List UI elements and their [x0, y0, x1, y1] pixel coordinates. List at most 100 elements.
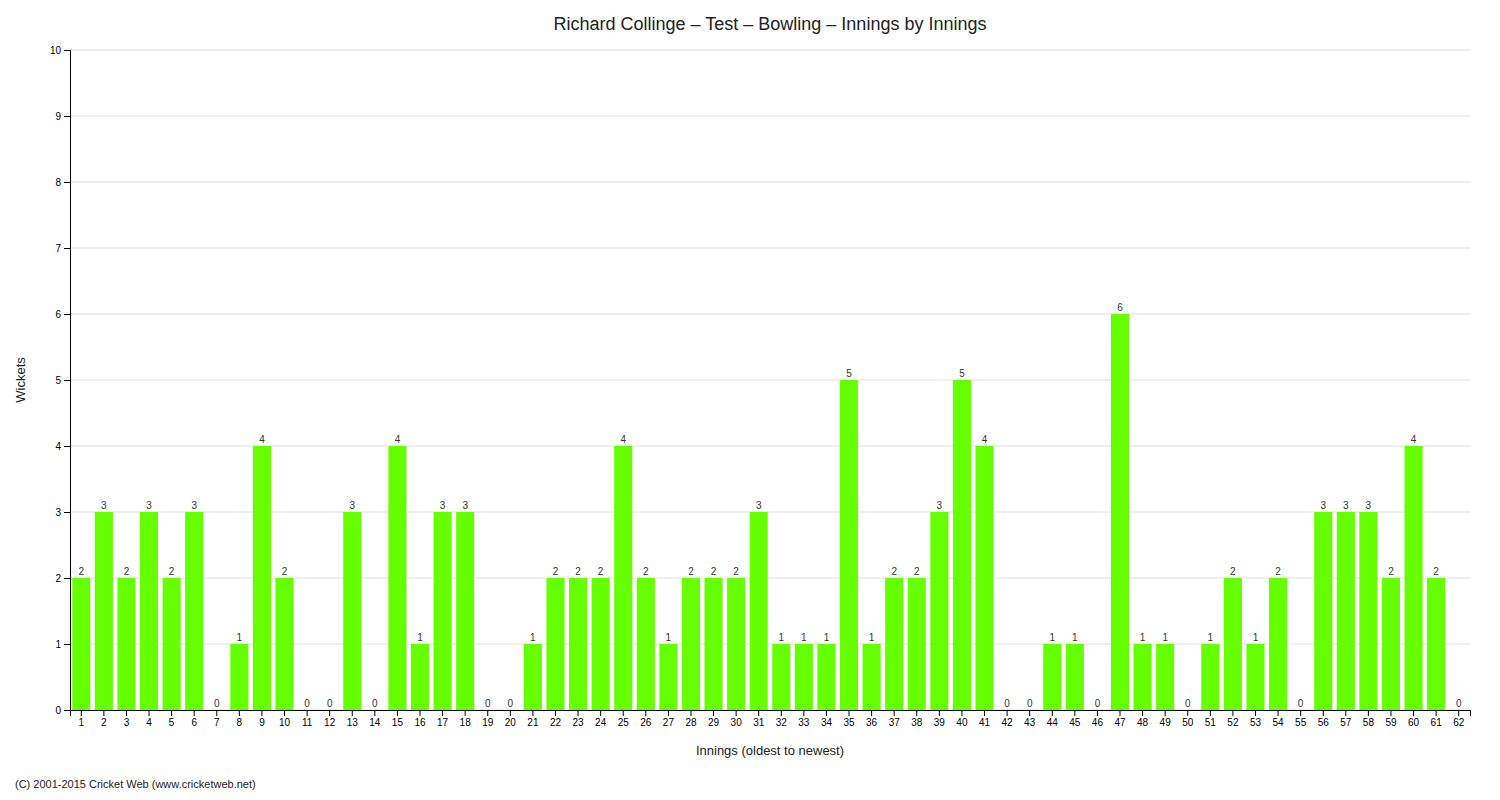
tick-label: 7	[214, 717, 220, 728]
tick: 33	[798, 710, 810, 728]
grid-line	[70, 314, 1470, 315]
tick-label: 33	[798, 717, 810, 728]
tick-label: 50	[1182, 717, 1194, 728]
tick-label: 32	[776, 717, 788, 728]
tick-mark	[1300, 710, 1301, 716]
data-label: 1	[237, 632, 243, 643]
bar	[1088, 710, 1106, 711]
tick: 57	[1340, 710, 1352, 728]
tick: 42	[1002, 710, 1014, 728]
tick-mark	[126, 710, 127, 716]
data-label: 2	[553, 566, 559, 577]
bar	[208, 710, 226, 711]
tick: 8	[55, 177, 70, 188]
tick-mark	[1210, 710, 1211, 716]
tick: 40	[956, 710, 968, 728]
tick-label: 43	[1024, 717, 1036, 728]
tick: 24	[595, 710, 607, 728]
data-label: 0	[1095, 698, 1101, 709]
tick-mark	[442, 710, 443, 716]
tick: 59	[1385, 710, 1397, 728]
title: Richard Collinge – Test – Bowling – Inni…	[554, 14, 987, 34]
plot: 2323230142003041330012224212223111512235…	[50, 45, 1471, 728]
bar	[1427, 578, 1445, 710]
tick: 44	[1047, 710, 1059, 728]
tick-mark	[736, 710, 737, 716]
tick-mark	[307, 710, 308, 716]
data-label: 2	[1230, 566, 1236, 577]
tick-mark	[64, 446, 70, 447]
tick: 21	[527, 710, 539, 728]
tick-label: 40	[956, 717, 968, 728]
data-label: 1	[666, 632, 672, 643]
grid-line	[70, 380, 1470, 381]
data-label: 2	[1433, 566, 1439, 577]
tick-mark	[216, 710, 217, 716]
bar	[1450, 710, 1468, 711]
bar	[592, 578, 610, 710]
tick-label: 56	[1318, 717, 1330, 728]
tick: 27	[663, 710, 675, 728]
tick-mark	[1413, 710, 1414, 716]
tick: 10	[279, 710, 291, 728]
data-label: 1	[1162, 632, 1168, 643]
bar	[569, 578, 587, 710]
bar	[1134, 644, 1152, 710]
tick: 35	[843, 710, 855, 728]
bar	[659, 644, 677, 710]
tick-label: 36	[866, 717, 878, 728]
tick-label: 8	[237, 717, 243, 728]
tick-label: 51	[1205, 717, 1217, 728]
tick-label: 5	[55, 375, 61, 386]
bar	[434, 512, 452, 710]
grid-line	[70, 248, 1470, 249]
tick-mark	[984, 710, 985, 716]
tick-label: 54	[1273, 717, 1285, 728]
tick-mark	[64, 116, 70, 117]
tick: 13	[347, 710, 359, 728]
bar	[501, 710, 519, 711]
tick-mark	[1390, 710, 1391, 716]
tick-label: 20	[505, 717, 517, 728]
data-label: 2	[643, 566, 649, 577]
bar	[772, 644, 790, 710]
tick: 5	[169, 710, 175, 728]
tick-label: 11	[302, 717, 313, 728]
tick-label: 14	[369, 717, 381, 728]
tick-mark	[64, 182, 70, 183]
tick: 31	[753, 710, 765, 728]
tick-mark	[239, 710, 240, 716]
data-labels: 2323230142003041330012224212223111512235…	[79, 302, 1462, 709]
data-label: 3	[462, 500, 468, 511]
tick-label: 3	[55, 507, 61, 518]
tick: 11	[302, 710, 313, 728]
tick-label: 30	[731, 717, 743, 728]
tick: 37	[889, 710, 901, 728]
tick: 28	[685, 710, 697, 728]
tick-mark	[64, 644, 70, 645]
tick-label: 6	[55, 309, 61, 320]
bar	[1179, 710, 1197, 711]
tick-mark	[1097, 710, 1098, 716]
bar	[388, 446, 406, 710]
data-label: 1	[779, 632, 785, 643]
tick-mark	[578, 710, 579, 716]
data-label: 1	[1253, 632, 1259, 643]
tick-mark	[397, 710, 398, 716]
data-label: 3	[101, 500, 107, 511]
tick-mark	[1345, 710, 1346, 716]
tick: 3	[55, 507, 70, 518]
data-label: 1	[1140, 632, 1146, 643]
tick: 53	[1250, 710, 1262, 728]
bar	[1224, 578, 1242, 710]
tick-mark	[329, 710, 330, 716]
tick: 9	[259, 710, 265, 728]
tick-label: 4	[55, 441, 61, 452]
tick-mark	[668, 710, 669, 716]
tick-mark	[261, 710, 262, 716]
tick-label: 6	[191, 717, 197, 728]
tick-mark	[758, 710, 759, 716]
tick: 5	[55, 375, 70, 386]
bar	[705, 578, 723, 710]
tick: 30	[731, 710, 743, 728]
